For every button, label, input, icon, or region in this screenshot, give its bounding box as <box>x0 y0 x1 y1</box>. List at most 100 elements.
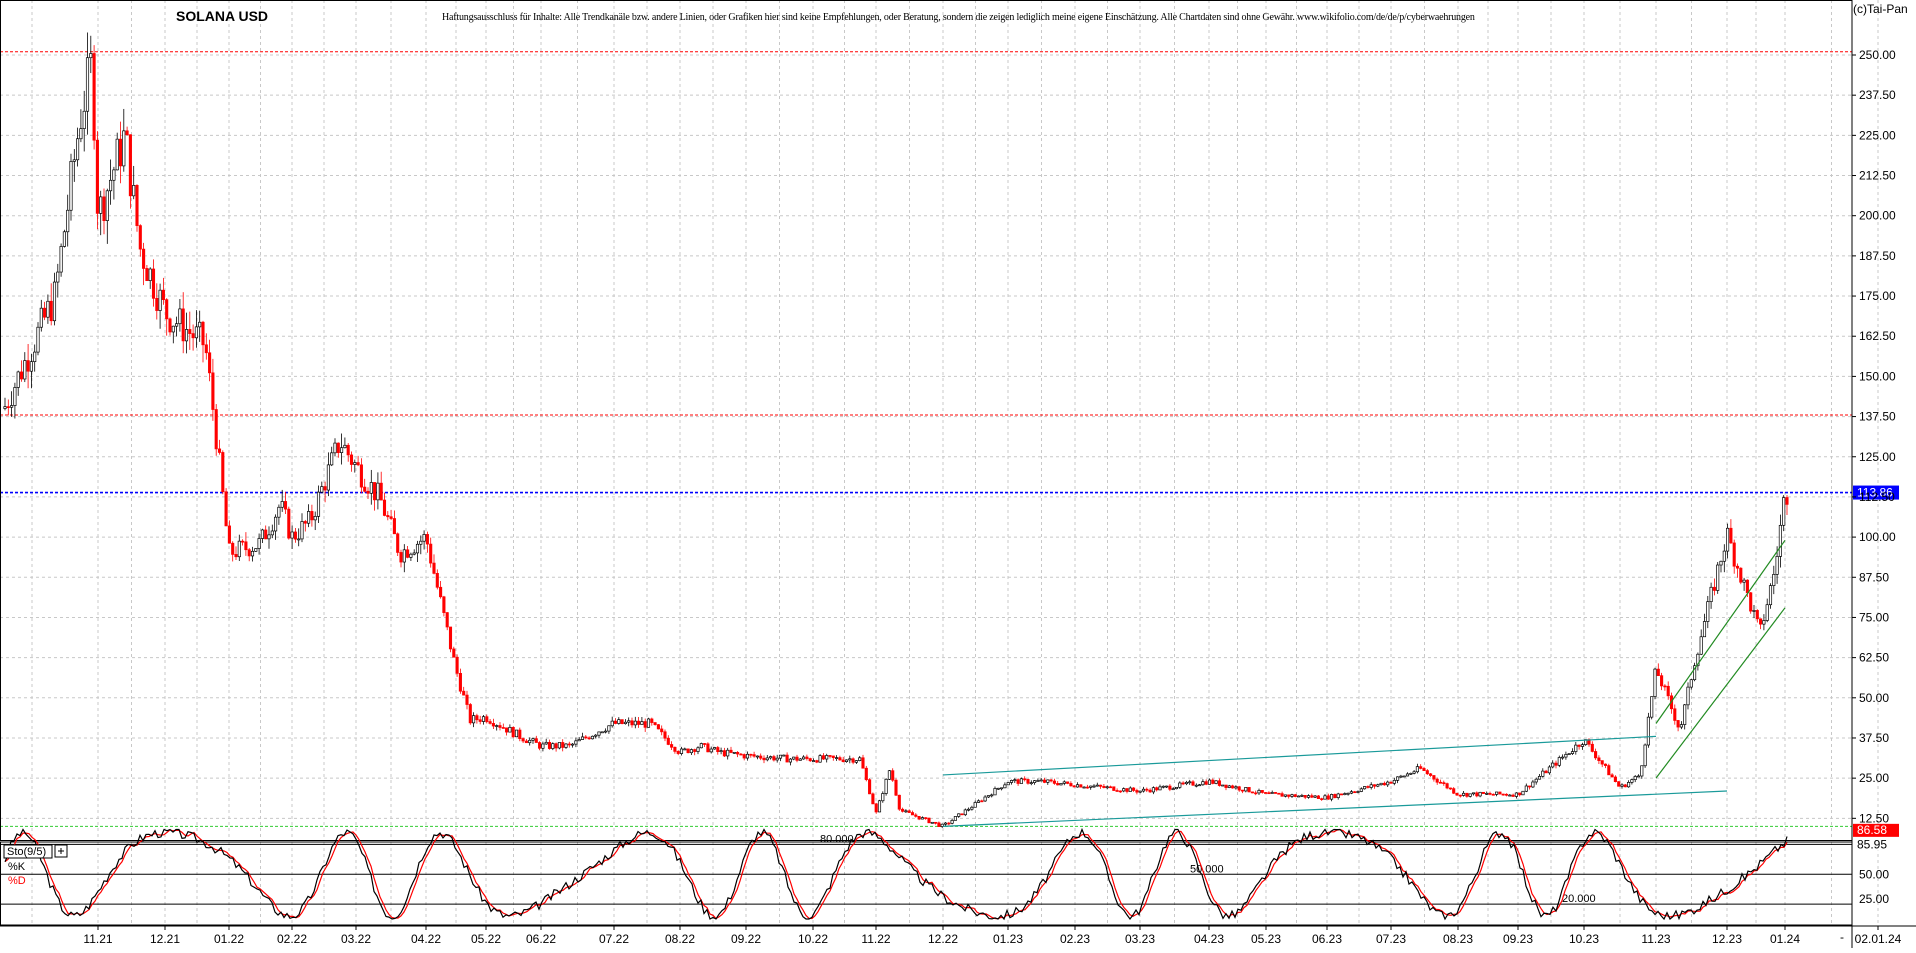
candle-body <box>726 749 730 757</box>
stoch-y-tick-label: 50.00 <box>1859 867 1889 881</box>
candle-body <box>749 753 753 756</box>
candle-body <box>171 325 175 333</box>
trend-line <box>1655 539 1786 724</box>
candle-body <box>1696 653 1700 667</box>
candle-body <box>297 538 301 541</box>
candle-body <box>1112 786 1116 791</box>
candle-body <box>861 757 865 769</box>
candle-body <box>607 725 611 732</box>
candle-body <box>254 548 258 552</box>
candle-body <box>1009 780 1014 783</box>
candle-body <box>36 326 40 353</box>
x-tick-label: 04.23 <box>1194 932 1224 946</box>
candle-body <box>524 740 528 744</box>
stoch-d-line <box>4 828 1788 920</box>
candle-body <box>1775 556 1779 575</box>
candle-body <box>1122 788 1126 792</box>
candle-body <box>29 361 33 372</box>
candle-body <box>1036 780 1040 782</box>
candle-body <box>247 549 251 557</box>
trend-line <box>1655 607 1786 779</box>
candle-body <box>1396 776 1400 781</box>
candle-body <box>1693 665 1697 681</box>
candle-body <box>376 482 380 501</box>
candle-body <box>6 406 10 408</box>
candle-body <box>567 743 571 746</box>
candle-body <box>887 770 891 780</box>
candle-body <box>1465 792 1469 797</box>
candle-body <box>897 794 901 810</box>
candle-body <box>910 812 915 816</box>
candle-body <box>1026 779 1030 784</box>
y-tick-label: 37.50 <box>1859 731 1889 745</box>
candle-body <box>1722 550 1726 562</box>
candle-body <box>1732 542 1736 567</box>
candle-body <box>1198 784 1202 787</box>
candle-body <box>267 534 271 540</box>
candle-body <box>1145 788 1149 791</box>
candle-body <box>208 352 212 374</box>
candle-body <box>1042 779 1047 783</box>
candle-body <box>132 185 136 197</box>
candle-body <box>1099 784 1103 787</box>
candle-body <box>719 750 723 753</box>
candle-body <box>343 444 347 449</box>
candle-body <box>1600 760 1604 765</box>
candle-body <box>1590 743 1594 752</box>
candle-body <box>976 800 981 803</box>
candle-body <box>472 715 476 724</box>
candle-body <box>518 729 522 739</box>
candle-body <box>1409 772 1413 775</box>
candle-body <box>1501 793 1505 796</box>
candle-body <box>1607 765 1611 776</box>
candle-body <box>1267 792 1271 795</box>
candle-body <box>739 753 743 756</box>
y-tick-label: 187.50 <box>1859 249 1896 263</box>
candle-body <box>501 727 505 729</box>
candle-body <box>66 209 70 233</box>
candle-body <box>788 758 792 763</box>
candle-body <box>1617 781 1621 787</box>
candle-body <box>1171 788 1175 791</box>
candle-body <box>1620 784 1624 787</box>
candle-body <box>1742 579 1746 583</box>
candle-body <box>122 130 126 167</box>
last-price-badge <box>1853 485 1899 500</box>
candle-body <box>49 300 53 322</box>
candle-body <box>204 344 208 354</box>
stoch-y-tick-label: 25.00 <box>1859 892 1889 906</box>
candle-body <box>1630 779 1634 783</box>
candle-body <box>452 648 456 658</box>
candle-body <box>175 323 179 327</box>
candle-body <box>627 720 631 723</box>
candle-body <box>155 297 159 311</box>
candle-body <box>600 731 604 734</box>
candle-body <box>1019 778 1023 784</box>
candle-body <box>425 534 429 545</box>
candle-body <box>439 586 443 598</box>
candle-body <box>151 268 156 299</box>
candle-body <box>508 726 512 733</box>
candle-body <box>1161 785 1165 788</box>
candle-body <box>1349 791 1353 794</box>
candle-body <box>594 734 598 737</box>
candle-body <box>815 760 819 763</box>
candle-body <box>363 486 367 492</box>
candle-body <box>1412 771 1416 774</box>
candle-body <box>1429 773 1433 776</box>
candle-body <box>257 538 261 549</box>
candle-body <box>237 540 241 558</box>
candle-body <box>118 138 123 167</box>
candle-body <box>102 196 106 221</box>
candle-body <box>805 756 809 759</box>
candle-body <box>907 810 911 813</box>
stoch-k-line <box>4 827 1788 921</box>
candle-body <box>646 718 651 728</box>
candle-body <box>881 793 885 802</box>
candle-body <box>1613 776 1617 782</box>
candle-body <box>1320 798 1324 800</box>
candle-body <box>1673 708 1677 721</box>
candle-body <box>1250 791 1254 794</box>
candle-body <box>389 516 393 519</box>
